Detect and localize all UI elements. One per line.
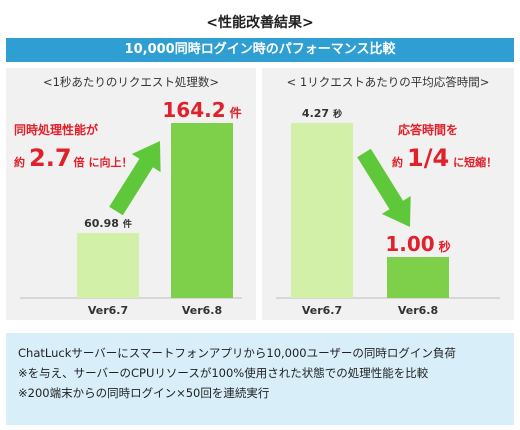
down-arrow-icon [357, 148, 411, 227]
right-chart-title: < 1リクエストあたりの平均応答時間> [286, 75, 490, 89]
footer-line-2: ※を与え、サーバーのCPUリソースが100%使用された状態での処理性能を比較 [18, 366, 429, 380]
tick-label: Ver6.8 [182, 304, 222, 317]
bar-ver6-8 [387, 257, 449, 298]
tick-label: Ver6.7 [302, 304, 342, 317]
bar-ver6-7 [291, 123, 353, 298]
bar-ver6-7 [77, 233, 139, 298]
comparison-banner: 10,000同時ログイン時のパフォーマンス比較 [6, 38, 514, 62]
tick-label: Ver6.8 [398, 304, 438, 317]
right-chart-panel: < 1リクエストあたりの平均応答時間> Ver6.7 4.27 秒 Ver6.8 1.0… [262, 68, 514, 320]
data-label: 1.00 秒 [385, 232, 450, 256]
annotation-line-2: 約 2.7 倍に向上！ [14, 144, 133, 172]
annotation-line-2: 約 1/4 に短縮！ [392, 144, 497, 172]
annotation-line-1: 同時処理性能が [14, 122, 98, 137]
page-title: <性能改善結果> [206, 15, 314, 31]
footer-notes: ChatLuckサーバーにスマートフォンアプリから10,000ユーザーの同時ログ… [6, 333, 514, 425]
data-label: 164.2 件 [162, 98, 241, 122]
footer-line-3: ※200端末からの同時ログイン×50回を連続実行 [18, 386, 270, 400]
up-arrow-icon [109, 141, 161, 216]
bar-ver6-8 [171, 123, 233, 298]
annotation-line-1: 応答時間を [398, 122, 458, 137]
left-chart-panel: <1秒あたりのリクエスト処理数> Ver6.7 60.98 件 Ver6.8 164.2… [6, 68, 256, 320]
requests-per-second-chart: Ver6.7 60.98 件 Ver6.8 164.2 件同時処理性能が約 2.7 倍に向上！ [14, 98, 242, 317]
left-chart-title: <1秒あたりのリクエスト処理数> [42, 75, 220, 89]
data-label: 60.98 件 [84, 217, 132, 230]
footer-line-1: ChatLuckサーバーにスマートフォンアプリから10,000ユーザーの同時ログ… [18, 346, 456, 360]
data-label: 4.27 秒 [302, 107, 342, 120]
tick-label: Ver6.7 [88, 304, 128, 317]
